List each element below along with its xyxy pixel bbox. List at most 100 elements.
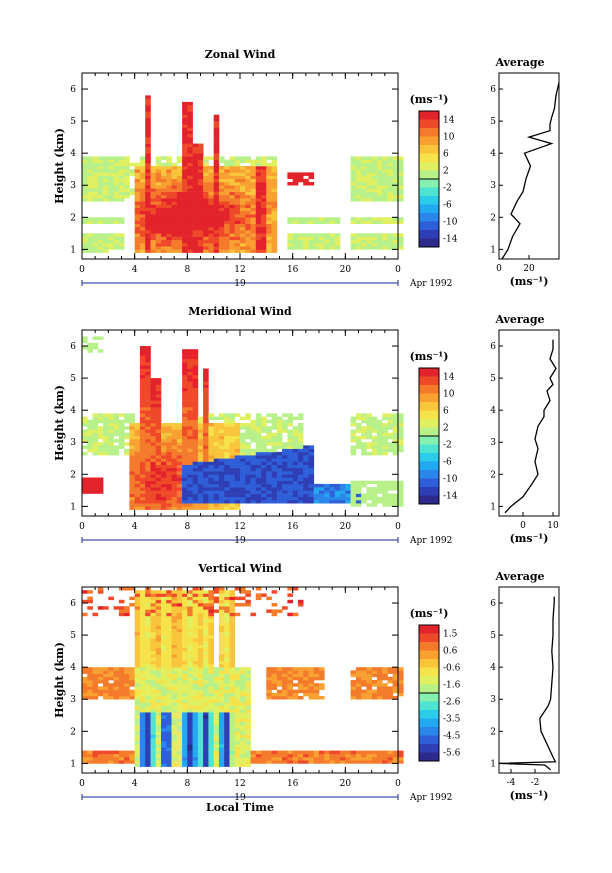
heatmap-cell xyxy=(124,606,130,610)
heatmap-cell xyxy=(213,217,220,221)
heatmap-cell xyxy=(387,198,394,202)
heatmap-cell xyxy=(234,603,241,607)
heatmap-cell xyxy=(271,603,278,607)
heatmap-cell xyxy=(187,143,193,148)
heatmap-cell xyxy=(139,210,146,215)
heatmap-cell xyxy=(113,439,120,443)
heatmap-cell xyxy=(92,159,99,164)
heatmap-cell xyxy=(92,178,99,183)
heatmap-cell xyxy=(250,426,257,430)
heatmap-cell xyxy=(261,239,267,244)
heatmap-cell xyxy=(229,426,236,430)
heatmap-cell xyxy=(218,178,225,183)
heatmap-cell xyxy=(213,760,220,764)
heatmap-cell xyxy=(371,480,378,485)
heatmap-cell xyxy=(139,506,146,510)
heatmap-cell xyxy=(308,493,315,498)
heatmap-cell xyxy=(166,249,172,253)
heatmap-cell xyxy=(234,670,241,674)
heatmap-cell xyxy=(255,432,262,437)
heatmap-cell xyxy=(361,159,367,164)
heatmap-cell xyxy=(340,483,346,488)
heatmap-cell xyxy=(187,140,193,144)
heatmap-cell xyxy=(155,734,162,738)
heatmap-cell xyxy=(134,676,141,681)
heatmap-cell xyxy=(229,683,236,687)
heatmap-cell xyxy=(366,686,372,690)
heatmap-cell xyxy=(150,198,157,202)
heatmap-cell xyxy=(192,744,199,748)
heatmap-cell xyxy=(266,490,272,494)
heatmap-cell xyxy=(229,455,236,459)
heatmap-cell xyxy=(192,194,199,199)
heatmap-cell xyxy=(208,243,214,247)
heatmap-cell xyxy=(218,718,225,722)
heatmap-cell xyxy=(398,490,404,494)
heatmap-cell xyxy=(166,220,172,224)
heatmap-cell xyxy=(145,124,151,128)
heatmap-cell xyxy=(245,680,251,684)
heatmap-cell xyxy=(155,718,162,722)
heatmap-cell xyxy=(192,487,199,491)
heatmap-cell xyxy=(124,175,130,180)
heatmap-cell xyxy=(145,599,151,604)
heatmap-cell xyxy=(229,702,236,706)
heatmap-cell xyxy=(113,670,120,674)
heatmap-cell xyxy=(150,590,157,594)
heatmap-cell xyxy=(366,194,372,199)
heatmap-cell xyxy=(182,220,188,224)
heatmap-cell xyxy=(92,182,99,186)
heatmap-cell xyxy=(224,683,230,687)
heatmap-cell xyxy=(176,198,183,202)
heatmap-cell xyxy=(161,606,167,610)
heatmap-cell xyxy=(387,220,394,224)
heatmap-cell xyxy=(176,734,183,738)
heatmap-cell xyxy=(203,712,209,716)
heatmap-cell xyxy=(261,483,267,488)
heatmap-cell xyxy=(392,217,399,221)
chart-title: Zonal Wind xyxy=(205,48,276,61)
heatmap-cell xyxy=(224,175,230,180)
heatmap-cell xyxy=(118,220,125,224)
heatmap-cell xyxy=(82,156,88,160)
heatmap-cell xyxy=(182,394,188,398)
heatmap-cell xyxy=(234,500,241,504)
heatmap-cell xyxy=(97,246,104,250)
x-tick-label: 0 xyxy=(395,779,401,789)
heatmap-cell xyxy=(203,503,209,507)
heatmap-cell xyxy=(139,175,146,180)
heatmap-cell xyxy=(155,603,162,607)
heatmap-cell xyxy=(161,166,167,170)
heatmap-cell xyxy=(240,683,246,687)
heatmap-cell xyxy=(103,683,109,687)
heatmap-cell xyxy=(245,445,251,449)
heatmap-cell xyxy=(108,172,114,176)
heatmap-cell xyxy=(139,435,146,440)
heatmap-cell xyxy=(192,220,199,224)
heatmap-cell xyxy=(197,474,204,478)
x-tick-label: 8 xyxy=(184,265,190,275)
heatmap-cell xyxy=(350,191,357,196)
heatmap-cell xyxy=(139,699,146,703)
heatmap-cell xyxy=(213,692,220,697)
heatmap-cell xyxy=(392,676,399,681)
heatmap-cell xyxy=(161,744,167,748)
heatmap-cell xyxy=(171,721,178,726)
heatmap-cell xyxy=(213,480,220,485)
heatmap-cell xyxy=(92,673,99,678)
heatmap-cell xyxy=(187,108,193,112)
heatmap-cell xyxy=(155,647,162,652)
heatmap-cell xyxy=(150,439,157,443)
heatmap-cell xyxy=(376,760,383,764)
heatmap-cell xyxy=(155,683,162,687)
heatmap-cell xyxy=(208,474,214,478)
heatmap-cell xyxy=(213,587,220,591)
heatmap-cell xyxy=(155,670,162,674)
x-tick-label: 20 xyxy=(340,779,352,789)
heatmap-cell xyxy=(240,249,246,253)
heatmap-cell xyxy=(229,644,236,649)
heatmap-cell xyxy=(145,603,151,607)
heatmap-cell xyxy=(139,249,146,253)
heatmap-cell xyxy=(166,480,172,485)
heatmap-cell xyxy=(250,480,257,485)
